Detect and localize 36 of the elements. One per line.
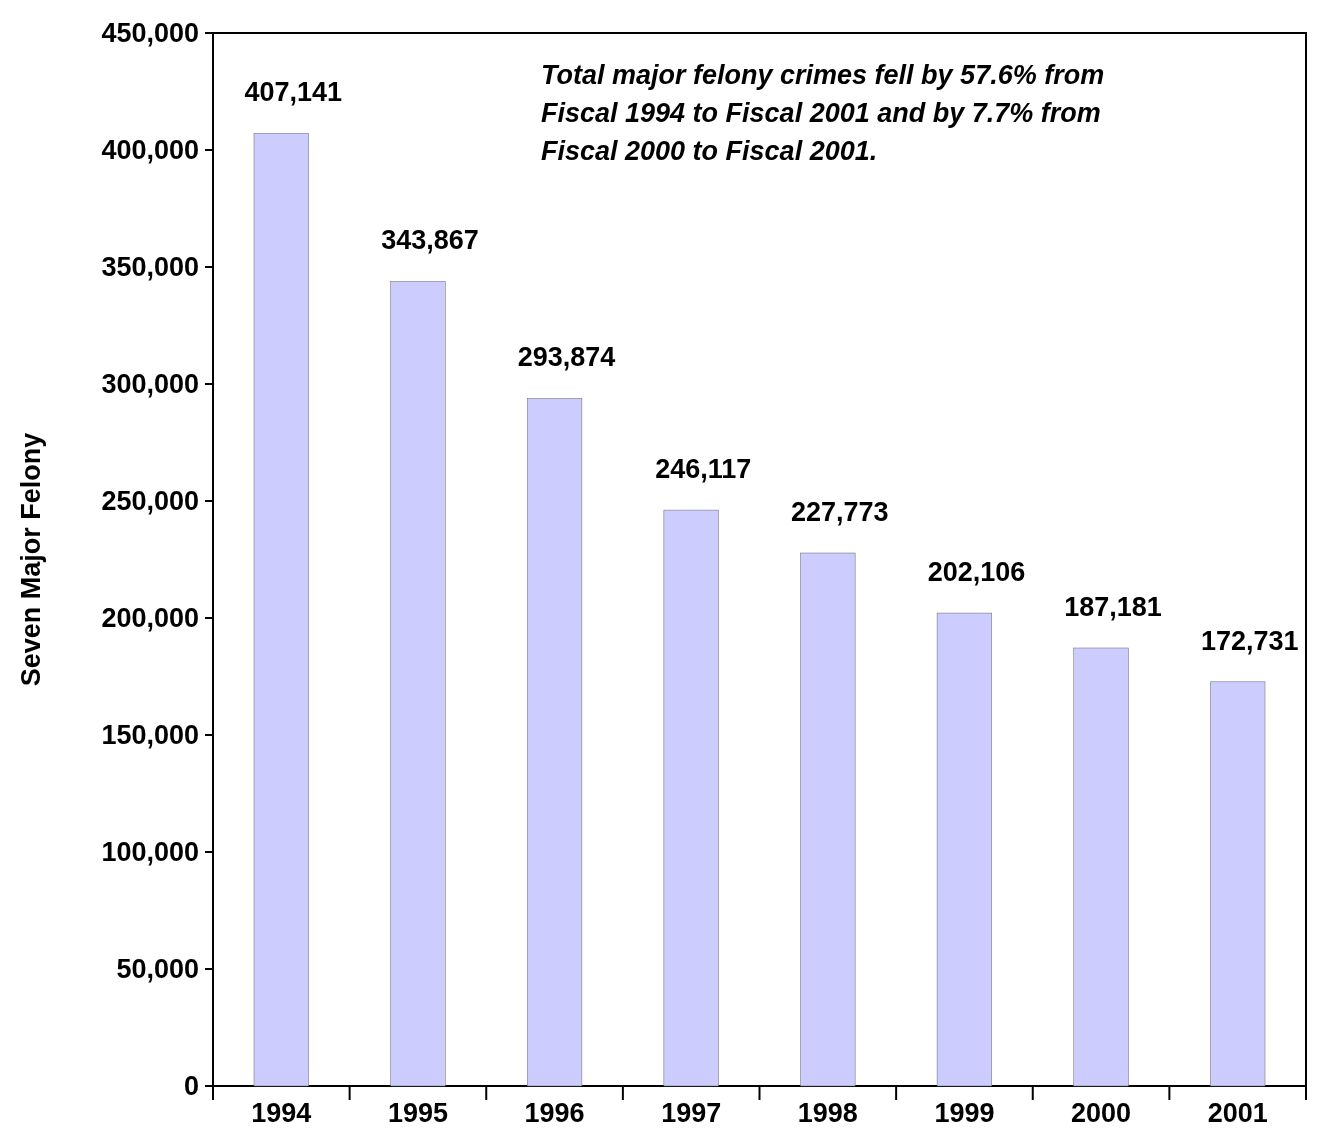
data-label: 172,731 [1200,625,1299,656]
data-label: 187,181 [1064,592,1162,622]
x-tick-label: 1998 [797,1098,858,1128]
annotation: Total major felony crimes fell by 57.6% from Fiscal 1994 to Fiscal 2001 and by 7.7% from Fiscal 2000 to Fiscal 2001. [541,60,1105,166]
y-tick-label: 200,000 [101,603,199,634]
x-tick-label: 2001 [1207,1098,1268,1128]
y-tick-label: 300,000 [101,369,199,400]
data-label: 227,773 [791,497,889,528]
data-label: 343,867 [381,225,479,256]
data-label: 202,106 [927,557,1026,588]
y-tick-label: 450,000 [101,18,199,49]
y-tick-label: 150,000 [101,720,199,751]
y-tick-label: 0 [183,1071,199,1102]
x-tick-label: 2000 [1071,1098,1132,1128]
y-tick-label: 50,000 [116,954,199,985]
y-tick-label: 350,000 [101,252,199,283]
bar [663,509,719,1087]
x-tick-label: 1997 [661,1098,722,1128]
x-tick-label: 1996 [524,1098,585,1128]
data-label: 293,874 [517,342,616,373]
bar [253,133,309,1087]
x-tick-label: 1995 [387,1098,448,1128]
bar [936,612,993,1087]
data-label: 407,141 [244,77,343,108]
y-tick-label: 400,000 [101,135,199,166]
x-tick-label: 1999 [934,1098,995,1128]
y-axis-title: Seven Major Felony [16,432,46,687]
data-label: 246,117 [655,454,752,485]
x-tick-label: 1994 [251,1098,312,1128]
y-tick-label: 250,000 [101,486,199,517]
bar [1073,647,1129,1087]
bar [526,398,583,1087]
bar [390,281,446,1087]
y-tick-label: 100,000 [101,837,199,868]
bar [1210,681,1266,1087]
bar [800,552,856,1087]
